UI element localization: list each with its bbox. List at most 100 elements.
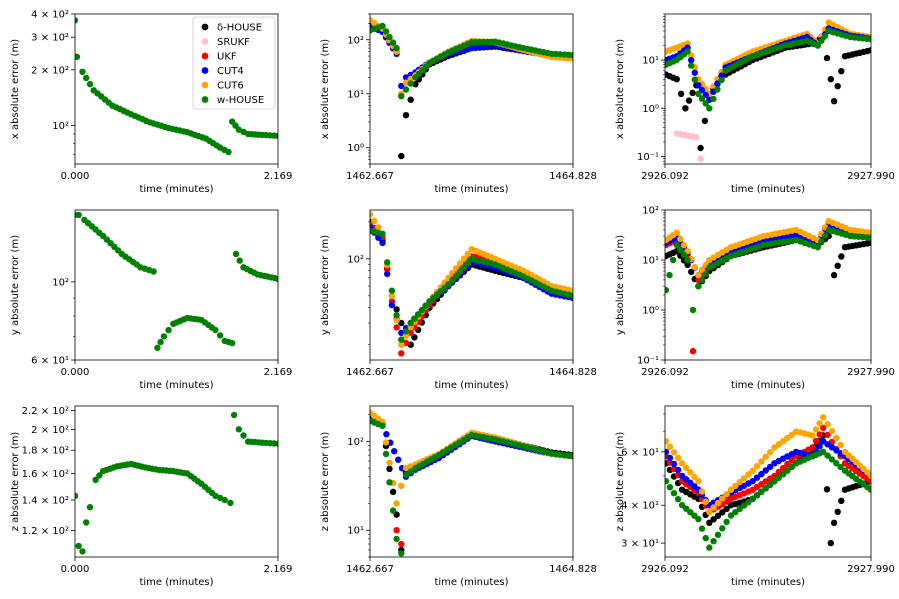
data-point-whouse (820, 448, 827, 456)
data-point-whouse (402, 86, 410, 93)
data-point-cut6 (674, 454, 682, 461)
x-tick-label: 1462.667 (346, 367, 394, 378)
data-point-whouse (691, 76, 698, 83)
legend-marker (201, 96, 209, 103)
data-point-whouse (227, 499, 234, 507)
x-axis-label: time (minutes) (434, 184, 508, 195)
plot-area (665, 19, 871, 162)
data-point-house (386, 465, 393, 473)
x-tick-label: 2927.990 (847, 367, 895, 378)
data-point-whouse (818, 238, 825, 245)
data-point-whouse (569, 292, 573, 299)
x-axis-label: time (minutes) (139, 184, 213, 195)
data-point-cut4 (398, 82, 405, 90)
data-point-whouse (766, 481, 774, 488)
data-point-whouse (389, 39, 397, 46)
data-point-whouse (165, 326, 172, 334)
subplot-1-1: 10² 1462.667 1464.828 time (minutes) y absol… (320, 209, 597, 391)
data-point-house (398, 319, 405, 327)
data-point-cut6 (749, 467, 756, 474)
x-tick-label: 2926.092 (641, 171, 689, 182)
data-point-cut4 (691, 69, 698, 76)
legend-label: SRUKF (217, 37, 250, 48)
data-point-whouse (688, 62, 695, 69)
data-point-whouse (670, 490, 678, 497)
data-point-whouse (673, 241, 680, 249)
data-point-cut6 (691, 473, 698, 480)
y-axis-label: x absolute error (m) (10, 39, 21, 139)
data-point-house (834, 83, 841, 90)
y-tick-label: 10⁰ (347, 143, 364, 154)
data-point-cut6 (784, 434, 791, 442)
data-point-cut6 (812, 426, 820, 433)
data-point-whouse (818, 37, 825, 44)
data-point-cut6 (740, 475, 748, 482)
y-axis-label: y absolute error (m) (10, 235, 21, 335)
data-point-whouse (274, 275, 278, 283)
data-point-cut6 (398, 341, 405, 348)
data-point-cut6 (745, 471, 752, 478)
plot-area (75, 17, 278, 156)
y-tick-label: 2.2 × 10² (22, 406, 69, 417)
data-point-cut6 (398, 482, 405, 489)
data-point-house (411, 334, 418, 341)
data-point-whouse (379, 22, 386, 30)
data-point-whouse (702, 534, 709, 542)
data-point-whouse (75, 542, 82, 550)
data-point-whouse (402, 328, 410, 335)
data-point-cut6 (809, 432, 816, 439)
y-tick-label: 1.4 × 10² (22, 496, 69, 507)
data-point-srukf (693, 134, 700, 141)
data-point-cut4 (379, 239, 386, 247)
legend-marker (201, 52, 209, 60)
x-tick-label: 2927.990 (847, 171, 895, 182)
data-point-cut6 (393, 317, 400, 324)
data-point-whouse (225, 148, 232, 156)
data-point-whouse (79, 68, 86, 76)
data-point-cut6 (727, 486, 735, 493)
data-point-ukf (824, 431, 831, 439)
data-point-whouse (828, 456, 836, 463)
data-point-whouse (398, 550, 405, 557)
data-point-cut6 (680, 241, 688, 249)
x-axis-label: time (minutes) (731, 577, 805, 588)
data-point-ukf (398, 350, 405, 357)
data-point-ukf (816, 431, 823, 438)
y-tick-label: 10² (347, 35, 364, 46)
data-point-house (838, 68, 845, 75)
data-point-house (827, 539, 834, 547)
y-tick-label: 1.6 × 10² (22, 469, 69, 480)
data-point-house (867, 47, 871, 54)
y-axis-label: x absolute error (m) (615, 39, 626, 139)
x-tick-label: 2926.092 (641, 367, 689, 378)
data-point-whouse (698, 95, 706, 102)
x-tick-label: 0.000 (61, 564, 90, 575)
y-tick-label: 4 × 10¹ (621, 501, 659, 512)
data-point-ukf (689, 348, 697, 355)
data-point-cut4 (695, 82, 702, 89)
axes-frame (74, 13, 279, 165)
axes-frame (369, 405, 574, 558)
y-tick-label: 10⁰ (642, 306, 659, 317)
data-point-whouse (867, 486, 871, 493)
data-point-cut4 (753, 474, 761, 481)
data-point-house (407, 96, 414, 103)
data-point-cut6 (753, 462, 761, 470)
data-point-cut6 (867, 472, 871, 480)
data-point-whouse (867, 36, 871, 43)
y-tick-label: 10² (52, 121, 69, 132)
data-point-cut6 (723, 491, 730, 498)
plot-area (665, 217, 871, 355)
x-tick-label: 2926.092 (641, 564, 689, 575)
legend-marker (201, 81, 209, 89)
y-tick-label: 10¹ (347, 526, 364, 537)
data-point-whouse (684, 256, 691, 264)
y-tick-label: 2 × 10² (31, 425, 69, 436)
data-point-whouse (230, 411, 238, 419)
data-point-cut4 (375, 234, 382, 241)
y-tick-label: 2 × 10² (31, 65, 69, 76)
data-point-house (723, 505, 730, 512)
data-point-whouse (235, 426, 242, 433)
